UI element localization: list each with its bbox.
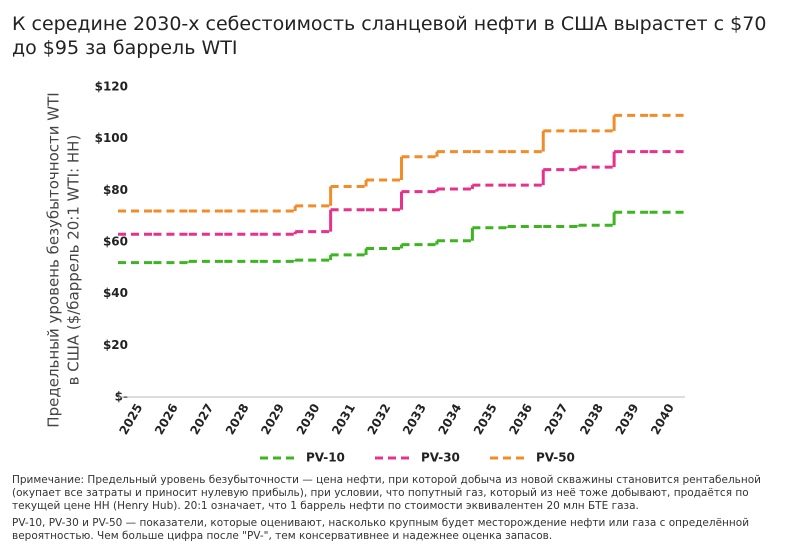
x-tick-label: 2035 <box>471 401 500 437</box>
x-tick-label: 2032 <box>365 401 394 437</box>
x-tick-label: 2039 <box>613 401 642 437</box>
note: Примечание: Предельный уровень безубыточ… <box>12 474 761 512</box>
y-axis-label: в США ($/баррель 20:1 WTI: HH) <box>65 135 83 386</box>
legend-label: PV-10 <box>306 451 345 465</box>
x-tick-label: 2026 <box>152 401 181 437</box>
legend-label: PV-50 <box>536 451 575 465</box>
chart: Предельный уровень безубыточности WTI в С… <box>45 80 685 465</box>
x-tick-label: 2030 <box>294 401 323 437</box>
y-tick-label: $20 <box>103 338 128 352</box>
x-tick-label: 2037 <box>542 401 571 437</box>
x-tick-label: 2031 <box>329 401 358 437</box>
legend-label: PV-30 <box>421 451 460 465</box>
x-tick-label: 2025 <box>117 401 146 437</box>
y-axis-label: Предельный уровень безубыточности WTI <box>45 92 63 427</box>
y-tick-label: $60 <box>103 235 128 249</box>
y-tick-label: $80 <box>103 183 128 197</box>
x-tick-label: 2028 <box>223 401 252 437</box>
y-tick-label: $100 <box>95 131 128 145</box>
x-tick-label: 2034 <box>435 401 464 437</box>
x-tick-label: 2040 <box>648 401 677 437</box>
x-tick-label: 2038 <box>577 401 606 437</box>
y-tick-label: $120 <box>95 80 128 94</box>
x-tick-label: 2033 <box>400 401 429 437</box>
x-tick-label: 2036 <box>506 401 535 437</box>
y-tick-label: $40 <box>103 286 128 300</box>
note: PV-10, PV-30 и PV-50 — показатели, котор… <box>12 517 750 542</box>
notes: Примечание: Предельный уровень безубыточ… <box>12 474 788 547</box>
x-tick-label: 2027 <box>187 401 216 437</box>
x-tick-label: 2029 <box>258 401 287 437</box>
chart-title: К середине 2030-х себестоимость сланцево… <box>12 13 767 59</box>
